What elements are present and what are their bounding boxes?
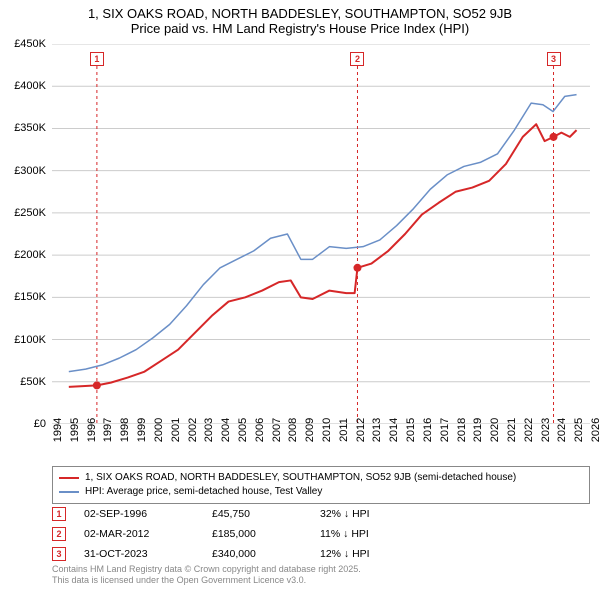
legend-item: HPI: Average price, semi-detached house,… bbox=[59, 485, 583, 499]
chart-svg bbox=[52, 44, 590, 424]
x-tick-label: 1998 bbox=[119, 418, 131, 442]
title-subtitle: Price paid vs. HM Land Registry's House … bbox=[10, 21, 590, 36]
y-tick-label: £450K bbox=[14, 38, 46, 50]
x-tick-label: 1996 bbox=[86, 418, 98, 442]
x-axis: 1994199519961997199819992000200120022003… bbox=[52, 426, 590, 466]
y-tick-label: £250K bbox=[14, 207, 46, 219]
y-tick-label: £150K bbox=[14, 291, 46, 303]
x-tick-label: 2016 bbox=[422, 418, 434, 442]
legend: 1, SIX OAKS ROAD, NORTH BADDESLEY, SOUTH… bbox=[52, 466, 590, 504]
footnote-line2: This data is licensed under the Open Gov… bbox=[52, 575, 590, 586]
x-tick-label: 2003 bbox=[203, 418, 215, 442]
x-tick-label: 2017 bbox=[439, 418, 451, 442]
sales-marker-box: 2 bbox=[52, 527, 66, 541]
legend-swatch bbox=[59, 491, 79, 493]
x-tick-label: 2021 bbox=[506, 418, 518, 442]
y-axis: £0£50K£100K£150K£200K£250K£300K£350K£400… bbox=[0, 44, 50, 424]
y-tick-label: £100K bbox=[14, 334, 46, 346]
y-tick-label: £350K bbox=[14, 122, 46, 134]
x-tick-label: 2009 bbox=[304, 418, 316, 442]
footnote-line1: Contains HM Land Registry data © Crown c… bbox=[52, 564, 590, 575]
y-tick-label: £50K bbox=[20, 376, 46, 388]
x-tick-label: 2001 bbox=[170, 418, 182, 442]
x-tick-label: 2024 bbox=[556, 418, 568, 442]
x-tick-label: 2023 bbox=[540, 418, 552, 442]
x-tick-label: 1999 bbox=[136, 418, 148, 442]
sales-marker-box: 3 bbox=[52, 547, 66, 561]
x-tick-label: 2008 bbox=[287, 418, 299, 442]
x-tick-label: 1997 bbox=[102, 418, 114, 442]
legend-label: 1, SIX OAKS ROAD, NORTH BADDESLEY, SOUTH… bbox=[85, 471, 516, 485]
x-tick-label: 2011 bbox=[338, 418, 350, 442]
title-address: 1, SIX OAKS ROAD, NORTH BADDESLEY, SOUTH… bbox=[10, 6, 590, 21]
x-tick-label: 2006 bbox=[254, 418, 266, 442]
sale-marker-1: 1 bbox=[90, 52, 104, 66]
sales-date: 02-SEP-1996 bbox=[84, 508, 194, 520]
sales-row: 2 02-MAR-2012 £185,000 11% ↓ HPI bbox=[52, 524, 590, 544]
y-tick-label: £0 bbox=[34, 418, 46, 430]
x-tick-label: 2005 bbox=[237, 418, 249, 442]
x-tick-label: 2018 bbox=[456, 418, 468, 442]
sales-delta: 12% ↓ HPI bbox=[320, 548, 440, 560]
legend-swatch bbox=[59, 477, 79, 479]
sales-price: £45,750 bbox=[212, 508, 302, 520]
x-tick-label: 2012 bbox=[355, 418, 367, 442]
x-tick-label: 2007 bbox=[271, 418, 283, 442]
chart-container: 1, SIX OAKS ROAD, NORTH BADDESLEY, SOUTH… bbox=[0, 0, 600, 590]
chart-area: 1 2 3 bbox=[52, 44, 590, 424]
sales-delta: 11% ↓ HPI bbox=[320, 528, 440, 540]
x-tick-label: 2000 bbox=[153, 418, 165, 442]
sales-table: 1 02-SEP-1996 £45,750 32% ↓ HPI 2 02-MAR-2012… bbox=[52, 504, 590, 564]
x-tick-label: 2015 bbox=[405, 418, 417, 442]
sales-row: 1 02-SEP-1996 £45,750 32% ↓ HPI bbox=[52, 504, 590, 524]
x-tick-label: 2002 bbox=[187, 418, 199, 442]
x-tick-label: 2013 bbox=[371, 418, 383, 442]
x-tick-label: 2019 bbox=[472, 418, 484, 442]
sales-marker-box: 1 bbox=[52, 507, 66, 521]
sales-date: 31-OCT-2023 bbox=[84, 548, 194, 560]
footnote: Contains HM Land Registry data © Crown c… bbox=[52, 564, 590, 586]
sales-price: £340,000 bbox=[212, 548, 302, 560]
sale-marker-3: 3 bbox=[547, 52, 561, 66]
legend-label: HPI: Average price, semi-detached house,… bbox=[85, 485, 322, 499]
x-tick-label: 1995 bbox=[69, 418, 81, 442]
x-tick-label: 2004 bbox=[220, 418, 232, 442]
x-tick-label: 2026 bbox=[590, 418, 600, 442]
legend-item: 1, SIX OAKS ROAD, NORTH BADDESLEY, SOUTH… bbox=[59, 471, 583, 485]
sales-row: 3 31-OCT-2023 £340,000 12% ↓ HPI bbox=[52, 544, 590, 564]
sales-delta: 32% ↓ HPI bbox=[320, 508, 440, 520]
x-tick-label: 2010 bbox=[321, 418, 333, 442]
x-tick-label: 1994 bbox=[52, 418, 64, 442]
sale-marker-2: 2 bbox=[350, 52, 364, 66]
y-tick-label: £200K bbox=[14, 249, 46, 261]
sales-price: £185,000 bbox=[212, 528, 302, 540]
x-tick-label: 2014 bbox=[388, 418, 400, 442]
y-tick-label: £300K bbox=[14, 165, 46, 177]
sales-date: 02-MAR-2012 bbox=[84, 528, 194, 540]
x-tick-label: 2022 bbox=[523, 418, 535, 442]
y-tick-label: £400K bbox=[14, 80, 46, 92]
title-block: 1, SIX OAKS ROAD, NORTH BADDESLEY, SOUTH… bbox=[0, 0, 600, 38]
x-tick-label: 2020 bbox=[489, 418, 501, 442]
x-tick-label: 2025 bbox=[573, 418, 585, 442]
